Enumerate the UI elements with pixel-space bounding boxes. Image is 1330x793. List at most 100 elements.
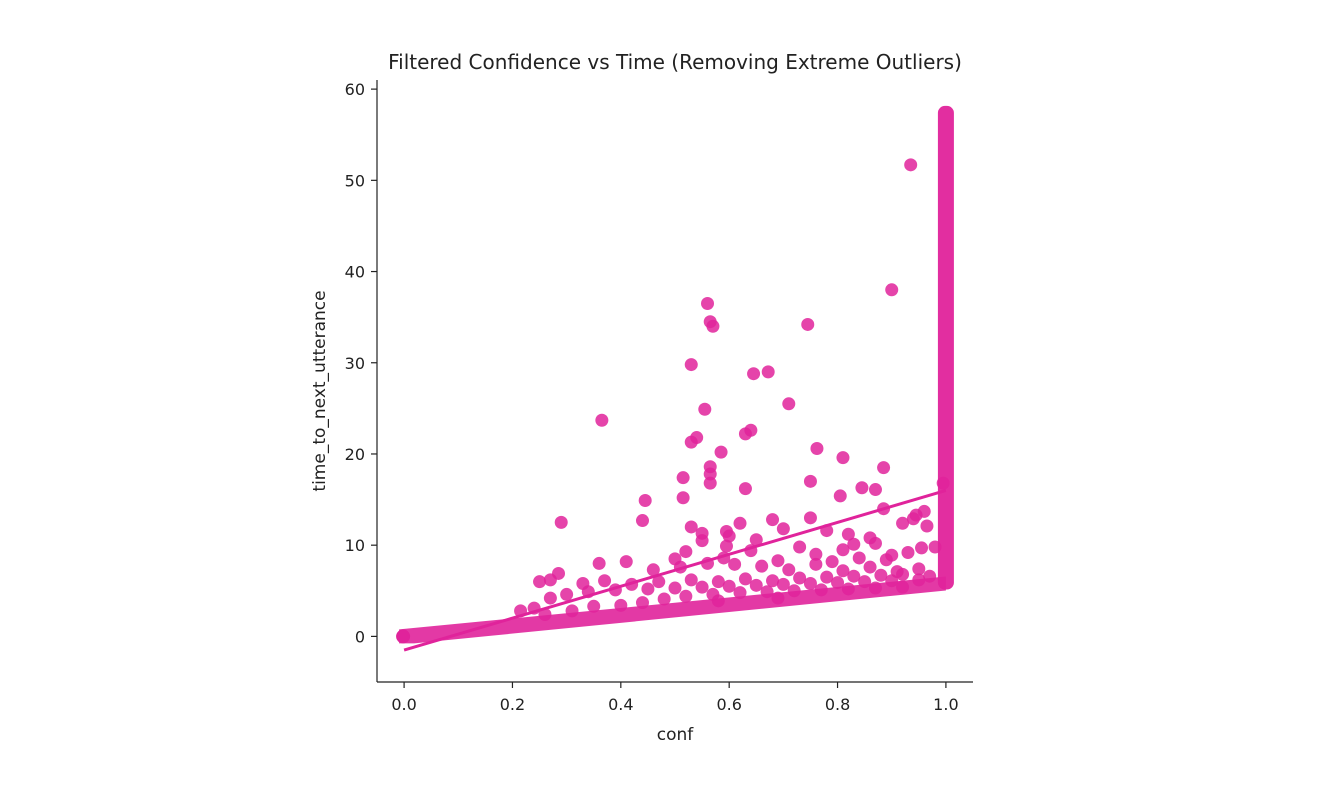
data-point: [879, 553, 893, 567]
data-point: [638, 493, 652, 507]
data-point: [852, 551, 866, 565]
data-point: [668, 552, 682, 566]
data-point: [782, 397, 796, 411]
data-point: [652, 575, 666, 589]
data-point: [679, 589, 693, 603]
data-point: [684, 358, 698, 372]
data-bands: [396, 105, 954, 644]
data-point: [906, 512, 920, 526]
x-axis-label: conf: [657, 725, 695, 745]
data-point: [841, 527, 855, 541]
data-point: [776, 577, 790, 591]
x-tick-label: 0.0: [391, 695, 416, 714]
data-point: [868, 483, 882, 497]
data-point: [810, 441, 824, 455]
data-point: [587, 599, 601, 613]
data-point: [744, 423, 758, 437]
x-axis-ticks: 0.0 0.2 0.4 0.6 0.8 1.0: [391, 682, 959, 714]
data-point: [847, 569, 861, 583]
y-tick-label: 20: [345, 445, 365, 464]
y-tick-label: 10: [345, 536, 365, 555]
y-axis-label: time_to_next_utterance: [310, 290, 330, 491]
data-point: [554, 515, 568, 529]
data-point: [766, 574, 780, 588]
x-tick-label: 0.4: [608, 695, 633, 714]
data-point: [684, 520, 698, 534]
data-point: [874, 568, 888, 582]
data-point: [803, 576, 817, 590]
data-point: [668, 581, 682, 595]
data-point: [776, 522, 790, 536]
data-point: [825, 555, 839, 569]
data-point: [695, 580, 709, 594]
data-point: [755, 559, 769, 573]
data-point: [771, 554, 785, 568]
data-point: [896, 567, 910, 581]
chart-title: Filtered Confidence vs Time (Removing Ex…: [388, 50, 962, 74]
data-point: [543, 573, 557, 587]
data-point: [728, 557, 742, 571]
data-point: [747, 367, 761, 381]
data-point: [701, 296, 715, 310]
data-point: [863, 560, 877, 574]
data-point: [543, 591, 557, 605]
data-point: [595, 413, 609, 427]
vertical-density-band: [937, 105, 954, 590]
data-point: [635, 514, 649, 528]
data-point: [896, 516, 910, 530]
data-point: [915, 541, 929, 555]
origin-cluster: [396, 629, 411, 644]
data-point: [831, 576, 845, 590]
data-point: [719, 539, 733, 553]
y-tick-label: 40: [345, 263, 365, 282]
data-point: [836, 451, 850, 465]
x-tick-label: 1.0: [933, 695, 958, 714]
data-point: [733, 586, 747, 600]
data-point: [711, 575, 725, 589]
data-point: [679, 545, 693, 559]
data-point: [714, 445, 728, 459]
data-point: [749, 533, 763, 547]
data-point: [657, 592, 671, 606]
data-points: [514, 158, 950, 622]
data-point: [560, 587, 574, 601]
data-point: [722, 579, 736, 593]
data-point: [782, 563, 796, 577]
data-point: [885, 283, 899, 297]
data-point: [920, 519, 934, 533]
data-point: [749, 578, 763, 592]
data-point: [793, 571, 807, 585]
data-point: [912, 562, 926, 576]
data-point: [684, 573, 698, 587]
data-point: [598, 574, 612, 588]
data-point: [761, 365, 775, 379]
data-point: [733, 516, 747, 530]
data-point: [684, 435, 698, 449]
data-point: [676, 491, 690, 505]
data-point: [820, 570, 834, 584]
data-point: [836, 543, 850, 557]
y-tick-label: 0: [355, 627, 365, 646]
data-point: [641, 582, 655, 596]
data-point: [836, 564, 850, 578]
data-point: [533, 575, 547, 589]
data-point: [917, 504, 931, 518]
data-point: [703, 467, 717, 481]
data-point: [706, 319, 720, 333]
data-point: [803, 474, 817, 488]
data-point: [698, 402, 712, 416]
data-point: [703, 476, 717, 490]
data-point: [676, 471, 690, 485]
data-point: [901, 545, 915, 559]
plot-area: [396, 105, 954, 652]
data-point: [868, 536, 882, 550]
y-tick-label: 60: [345, 80, 365, 99]
data-point: [809, 547, 823, 561]
data-point: [738, 482, 752, 496]
data-point: [877, 461, 891, 475]
regression-line: [403, 489, 947, 652]
data-point: [904, 158, 918, 172]
data-point: [738, 572, 752, 586]
x-tick-label: 0.2: [500, 695, 525, 714]
